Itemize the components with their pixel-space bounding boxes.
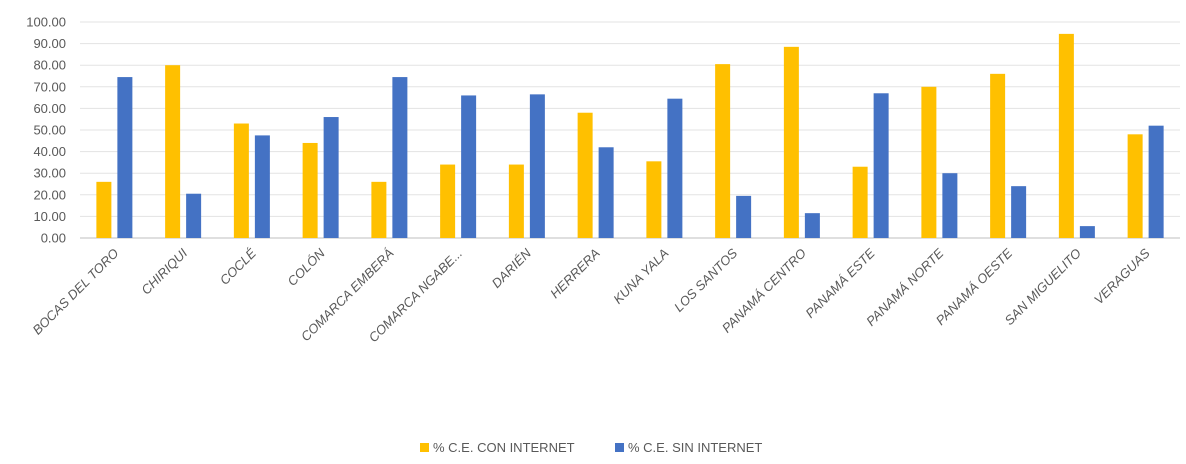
bar-con-internet-panama-centro	[783, 46, 799, 239]
bar-sin-internet-comarca-embera	[392, 77, 408, 238]
legend-swatch-con-internet	[420, 443, 429, 452]
y-axis-tick-labels: 0.00 10.00 20.00 30.00 40.00 50.00 60.00 70.00 8…	[26, 15, 66, 246]
bar-con-internet-kuna-yala	[646, 161, 662, 238]
legend-swatch-sin-internet	[615, 443, 624, 452]
x-category-label-veraguas: VERAGUAS	[1091, 245, 1153, 307]
bar-sin-internet-chiriqui	[186, 193, 202, 238]
bar-con-internet-chiriqui	[165, 65, 181, 238]
y-tick-label: 70.00	[33, 79, 66, 94]
bar-con-internet-san-miguelito	[1058, 33, 1074, 238]
bar-sin-internet-veraguas	[1148, 125, 1164, 238]
bar-sin-internet-panama-centro	[804, 213, 820, 238]
bar-sin-internet-darien	[529, 94, 545, 238]
y-tick-label: 20.00	[33, 187, 66, 202]
bar-sin-internet-herrera	[598, 147, 614, 238]
bar-con-internet-bocas-del-toro	[96, 181, 112, 238]
y-tick-label: 60.00	[33, 101, 66, 116]
bar-sin-internet-cocle	[254, 135, 270, 238]
x-category-label-colon: COLÓN	[284, 245, 328, 289]
bar-con-internet-cocle	[233, 123, 249, 238]
x-category-label-los-santos: LOS SANTOS	[671, 245, 740, 314]
bar-con-internet-los-santos	[715, 64, 731, 239]
bar-con-internet-panama-norte	[921, 86, 937, 238]
bar-sin-internet-san-miguelito	[1079, 226, 1095, 238]
bar-sin-internet-bocas-del-toro	[117, 77, 133, 238]
bar-sin-internet-panama-este	[873, 93, 889, 238]
bar-sin-internet-comarca-ngabe	[461, 95, 477, 238]
x-category-label-herrera: HERRERA	[547, 246, 603, 302]
x-axis-category-labels: BOCAS DEL TORO CHIRIQUI COCLÉ COLÓNCOMARCA …	[29, 245, 1152, 345]
legend: % C.E. CON INTERNET % C.E. SIN INTERNET	[420, 440, 762, 455]
x-category-label-panama-este: PANAMÁ ESTE	[802, 245, 878, 321]
y-tick-label: 90.00	[33, 36, 66, 51]
bar-con-internet-comarca-embera	[371, 181, 387, 238]
bar-sin-internet-panama-norte	[942, 173, 958, 238]
bars	[96, 33, 1164, 239]
x-category-label-bocas-del-toro: BOCAS DEL TORO	[29, 246, 121, 338]
x-category-label-san-miguelito: SAN MIGUELITO	[1002, 246, 1084, 328]
bar-con-internet-darien	[508, 164, 524, 238]
bar-sin-internet-kuna-yala	[667, 98, 683, 239]
bar-sin-internet-los-santos	[736, 195, 752, 238]
bar-sin-internet-panama-oeste	[1011, 186, 1027, 238]
y-tick-label: 30.00	[33, 166, 66, 181]
y-tick-label: 100.00	[26, 15, 66, 30]
legend-label-con-internet: % C.E. CON INTERNET	[433, 440, 575, 455]
y-tick-label: 80.00	[33, 58, 66, 73]
y-tick-label: 0.00	[41, 231, 66, 246]
y-tick-label: 50.00	[33, 123, 66, 138]
bar-con-internet-panama-este	[852, 166, 868, 238]
bar-con-internet-herrera	[577, 112, 593, 238]
x-category-label-cocle: COCLÉ	[217, 245, 260, 288]
x-category-label-kuna-yala: KUNA YALA	[610, 246, 671, 307]
x-category-label-darien: DARIÉN	[489, 245, 535, 291]
bar-sin-internet-colon	[323, 117, 339, 238]
y-tick-label: 40.00	[33, 144, 66, 159]
bar-con-internet-veraguas	[1127, 134, 1143, 238]
legend-label-sin-internet: % C.E. SIN INTERNET	[628, 440, 762, 455]
y-tick-label: 10.00	[33, 209, 66, 224]
bar-con-internet-panama-oeste	[990, 73, 1006, 238]
x-category-label-chiriqui: CHIRIQUI	[138, 245, 190, 297]
bar-con-internet-colon	[302, 142, 318, 238]
bar-con-internet-comarca-ngabe	[440, 164, 456, 238]
